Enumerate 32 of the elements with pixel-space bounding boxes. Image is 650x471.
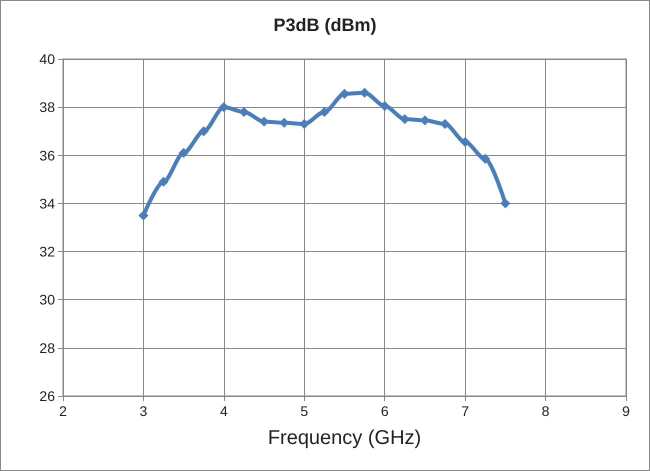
x-axis-title: Frequency (GHz) <box>268 427 422 449</box>
point <box>440 118 450 129</box>
point <box>400 114 410 124</box>
point <box>138 210 148 220</box>
x-tick-label: 9 <box>622 403 630 419</box>
point <box>460 137 470 148</box>
y-tick-label: 32 <box>39 244 56 260</box>
y-tick-label: 30 <box>39 292 56 308</box>
x-tick-label: 8 <box>542 403 550 419</box>
point <box>340 88 350 99</box>
y-tick-label: 34 <box>39 195 56 212</box>
point <box>380 100 390 111</box>
y-tick-label: 36 <box>39 147 56 164</box>
x-tick-label: 7 <box>461 403 470 419</box>
x-tick-label: 4 <box>220 403 228 419</box>
point <box>158 176 169 187</box>
y-tick-label: 26 <box>39 388 56 404</box>
point <box>198 126 209 136</box>
y-tick-label: 28 <box>39 340 56 356</box>
point <box>500 198 510 208</box>
y-tick-label: 40 <box>39 51 56 67</box>
point <box>360 88 370 98</box>
x-tick-label: 2 <box>59 403 68 419</box>
x-tick-label: 5 <box>300 403 308 419</box>
point <box>480 154 490 164</box>
chart-title: P3dB (dBm) <box>274 15 377 35</box>
point <box>178 148 189 158</box>
x-tick-label: 6 <box>380 403 389 419</box>
y-tick-label: 38 <box>39 99 56 116</box>
x-tick-label: 3 <box>140 403 148 419</box>
point <box>218 102 229 112</box>
point <box>319 106 330 117</box>
